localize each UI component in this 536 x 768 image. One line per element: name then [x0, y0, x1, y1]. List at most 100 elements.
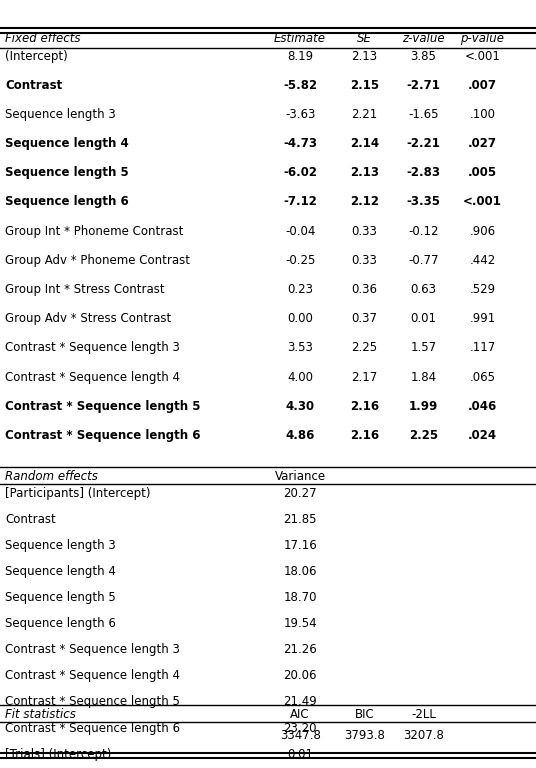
Text: Fixed effects: Fixed effects: [5, 32, 81, 45]
Text: 20.27: 20.27: [284, 487, 317, 499]
Text: -2.83: -2.83: [406, 167, 441, 179]
Text: .100: .100: [470, 108, 495, 121]
Text: BIC: BIC: [355, 708, 374, 720]
Text: .046: .046: [468, 400, 497, 412]
Text: Contrast * Sequence length 4: Contrast * Sequence length 4: [5, 371, 180, 383]
Text: 21.26: 21.26: [284, 644, 317, 656]
Text: z-value: z-value: [402, 32, 445, 45]
Text: Group Adv * Phoneme Contrast: Group Adv * Phoneme Contrast: [5, 254, 190, 266]
Text: Contrast * Sequence length 3: Contrast * Sequence length 3: [5, 342, 180, 354]
Text: .065: .065: [470, 371, 495, 383]
Text: -4.73: -4.73: [283, 137, 317, 150]
Text: Fit statistics: Fit statistics: [5, 708, 76, 720]
Text: 2.14: 2.14: [350, 137, 379, 150]
Text: 3207.8: 3207.8: [403, 730, 444, 742]
Text: 2.13: 2.13: [352, 50, 377, 62]
Text: 0.01: 0.01: [287, 748, 313, 760]
Text: Sequence length 3: Sequence length 3: [5, 539, 116, 551]
Text: Group Int * Stress Contrast: Group Int * Stress Contrast: [5, 283, 165, 296]
Text: -0.77: -0.77: [408, 254, 438, 266]
Text: Group Adv * Stress Contrast: Group Adv * Stress Contrast: [5, 313, 172, 325]
Text: 21.85: 21.85: [284, 513, 317, 525]
Text: 3.53: 3.53: [287, 342, 313, 354]
Text: Variance: Variance: [274, 470, 326, 482]
Text: <.001: <.001: [463, 196, 502, 208]
Text: Estimate: Estimate: [274, 32, 326, 45]
Text: .007: .007: [468, 79, 497, 91]
Text: 0.01: 0.01: [411, 313, 436, 325]
Text: 3347.8: 3347.8: [280, 730, 321, 742]
Text: .529: .529: [470, 283, 495, 296]
Text: Contrast * Sequence length 5: Contrast * Sequence length 5: [5, 696, 180, 708]
Text: -2.21: -2.21: [406, 137, 441, 150]
Text: -0.12: -0.12: [408, 225, 438, 237]
Text: .442: .442: [470, 254, 495, 266]
Text: -3.63: -3.63: [285, 108, 315, 121]
Text: 1.99: 1.99: [409, 400, 438, 412]
Text: 20.06: 20.06: [284, 670, 317, 682]
Text: .027: .027: [468, 137, 497, 150]
Text: Contrast: Contrast: [5, 79, 63, 91]
Text: .991: .991: [470, 313, 495, 325]
Text: 0.63: 0.63: [411, 283, 436, 296]
Text: (Intercept): (Intercept): [5, 50, 68, 62]
Text: 3.85: 3.85: [411, 50, 436, 62]
Text: <.001: <.001: [465, 50, 500, 62]
Text: 4.00: 4.00: [287, 371, 313, 383]
Text: Contrast * Sequence length 3: Contrast * Sequence length 3: [5, 644, 180, 656]
Text: 2.13: 2.13: [350, 167, 379, 179]
Text: 4.30: 4.30: [286, 400, 315, 412]
Text: Contrast: Contrast: [5, 513, 56, 525]
Text: Group Int * Phoneme Contrast: Group Int * Phoneme Contrast: [5, 225, 184, 237]
Text: 8.19: 8.19: [287, 50, 313, 62]
Text: Contrast * Sequence length 6: Contrast * Sequence length 6: [5, 429, 201, 442]
Text: 0.33: 0.33: [352, 254, 377, 266]
Text: 17.16: 17.16: [284, 539, 317, 551]
Text: 2.25: 2.25: [352, 342, 377, 354]
Text: .117: .117: [470, 342, 495, 354]
Text: 1.84: 1.84: [411, 371, 436, 383]
Text: -2.71: -2.71: [406, 79, 441, 91]
Text: -2LL: -2LL: [411, 708, 436, 720]
Text: AIC: AIC: [291, 708, 310, 720]
Text: -1.65: -1.65: [408, 108, 438, 121]
Text: p-value: p-value: [460, 32, 504, 45]
Text: 2.17: 2.17: [352, 371, 377, 383]
Text: -3.35: -3.35: [406, 196, 441, 208]
Text: 0.36: 0.36: [352, 283, 377, 296]
Text: SE: SE: [357, 32, 372, 45]
Text: -5.82: -5.82: [283, 79, 317, 91]
Text: 4.86: 4.86: [286, 429, 315, 442]
Text: Contrast * Sequence length 6: Contrast * Sequence length 6: [5, 722, 180, 734]
Text: [Trials] (Intercept): [Trials] (Intercept): [5, 748, 111, 760]
Text: 2.16: 2.16: [350, 400, 379, 412]
Text: 23.20: 23.20: [284, 722, 317, 734]
Text: 0.37: 0.37: [352, 313, 377, 325]
Text: .024: .024: [468, 429, 497, 442]
Text: Contrast * Sequence length 4: Contrast * Sequence length 4: [5, 670, 180, 682]
Text: Sequence length 5: Sequence length 5: [5, 591, 116, 604]
Text: Sequence length 4: Sequence length 4: [5, 565, 116, 578]
Text: Sequence length 4: Sequence length 4: [5, 137, 129, 150]
Text: 3793.8: 3793.8: [344, 730, 385, 742]
Text: 2.25: 2.25: [409, 429, 438, 442]
Text: Sequence length 5: Sequence length 5: [5, 167, 129, 179]
Text: 2.16: 2.16: [350, 429, 379, 442]
Text: -7.12: -7.12: [283, 196, 317, 208]
Text: [Participants] (Intercept): [Participants] (Intercept): [5, 487, 151, 499]
Text: 1.57: 1.57: [411, 342, 436, 354]
Text: Sequence length 6: Sequence length 6: [5, 617, 116, 630]
Text: 0.33: 0.33: [352, 225, 377, 237]
Text: -0.25: -0.25: [285, 254, 315, 266]
Text: 19.54: 19.54: [284, 617, 317, 630]
Text: 2.15: 2.15: [350, 79, 379, 91]
Text: 2.12: 2.12: [350, 196, 379, 208]
Text: 21.49: 21.49: [284, 696, 317, 708]
Text: 18.06: 18.06: [284, 565, 317, 578]
Text: 0.23: 0.23: [287, 283, 313, 296]
Text: Sequence length 6: Sequence length 6: [5, 196, 129, 208]
Text: 0.00: 0.00: [287, 313, 313, 325]
Text: -6.02: -6.02: [283, 167, 317, 179]
Text: 2.21: 2.21: [352, 108, 377, 121]
Text: 18.70: 18.70: [284, 591, 317, 604]
